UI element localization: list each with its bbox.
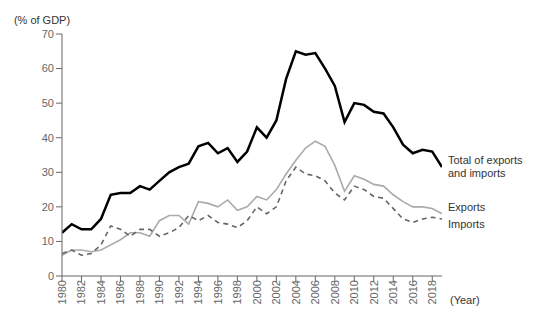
svg-text:1998: 1998 xyxy=(231,280,243,304)
svg-text:1980: 1980 xyxy=(56,280,68,304)
svg-text:1996: 1996 xyxy=(212,280,224,304)
svg-text:2004: 2004 xyxy=(290,280,302,304)
svg-text:Imports: Imports xyxy=(448,218,485,230)
svg-text:0: 0 xyxy=(48,270,54,282)
svg-text:(Year): (Year) xyxy=(450,294,480,306)
svg-text:1990: 1990 xyxy=(153,280,165,304)
svg-text:1988: 1988 xyxy=(134,280,146,304)
svg-text:Total of exportsand imports: Total of exportsand imports xyxy=(448,154,523,179)
svg-text:50: 50 xyxy=(42,97,54,109)
svg-text:40: 40 xyxy=(42,132,54,144)
svg-text:20: 20 xyxy=(42,201,54,213)
svg-text:(% of GDP): (% of GDP) xyxy=(14,14,70,26)
svg-text:2018: 2018 xyxy=(426,280,438,304)
svg-text:2010: 2010 xyxy=(348,280,360,304)
svg-text:1986: 1986 xyxy=(114,280,126,304)
svg-text:10: 10 xyxy=(42,235,54,247)
svg-text:70: 70 xyxy=(42,28,54,40)
svg-text:60: 60 xyxy=(42,62,54,74)
svg-text:2000: 2000 xyxy=(251,280,263,304)
svg-text:2002: 2002 xyxy=(270,280,282,304)
svg-text:2014: 2014 xyxy=(387,280,399,304)
svg-text:2006: 2006 xyxy=(309,280,321,304)
svg-text:1994: 1994 xyxy=(192,280,204,304)
svg-text:2012: 2012 xyxy=(368,280,380,304)
svg-text:Exports: Exports xyxy=(448,201,486,213)
svg-text:2008: 2008 xyxy=(329,280,341,304)
svg-text:1984: 1984 xyxy=(95,280,107,304)
svg-text:1982: 1982 xyxy=(75,280,87,304)
svg-text:1992: 1992 xyxy=(173,280,185,304)
svg-text:30: 30 xyxy=(42,166,54,178)
svg-text:2016: 2016 xyxy=(407,280,419,304)
